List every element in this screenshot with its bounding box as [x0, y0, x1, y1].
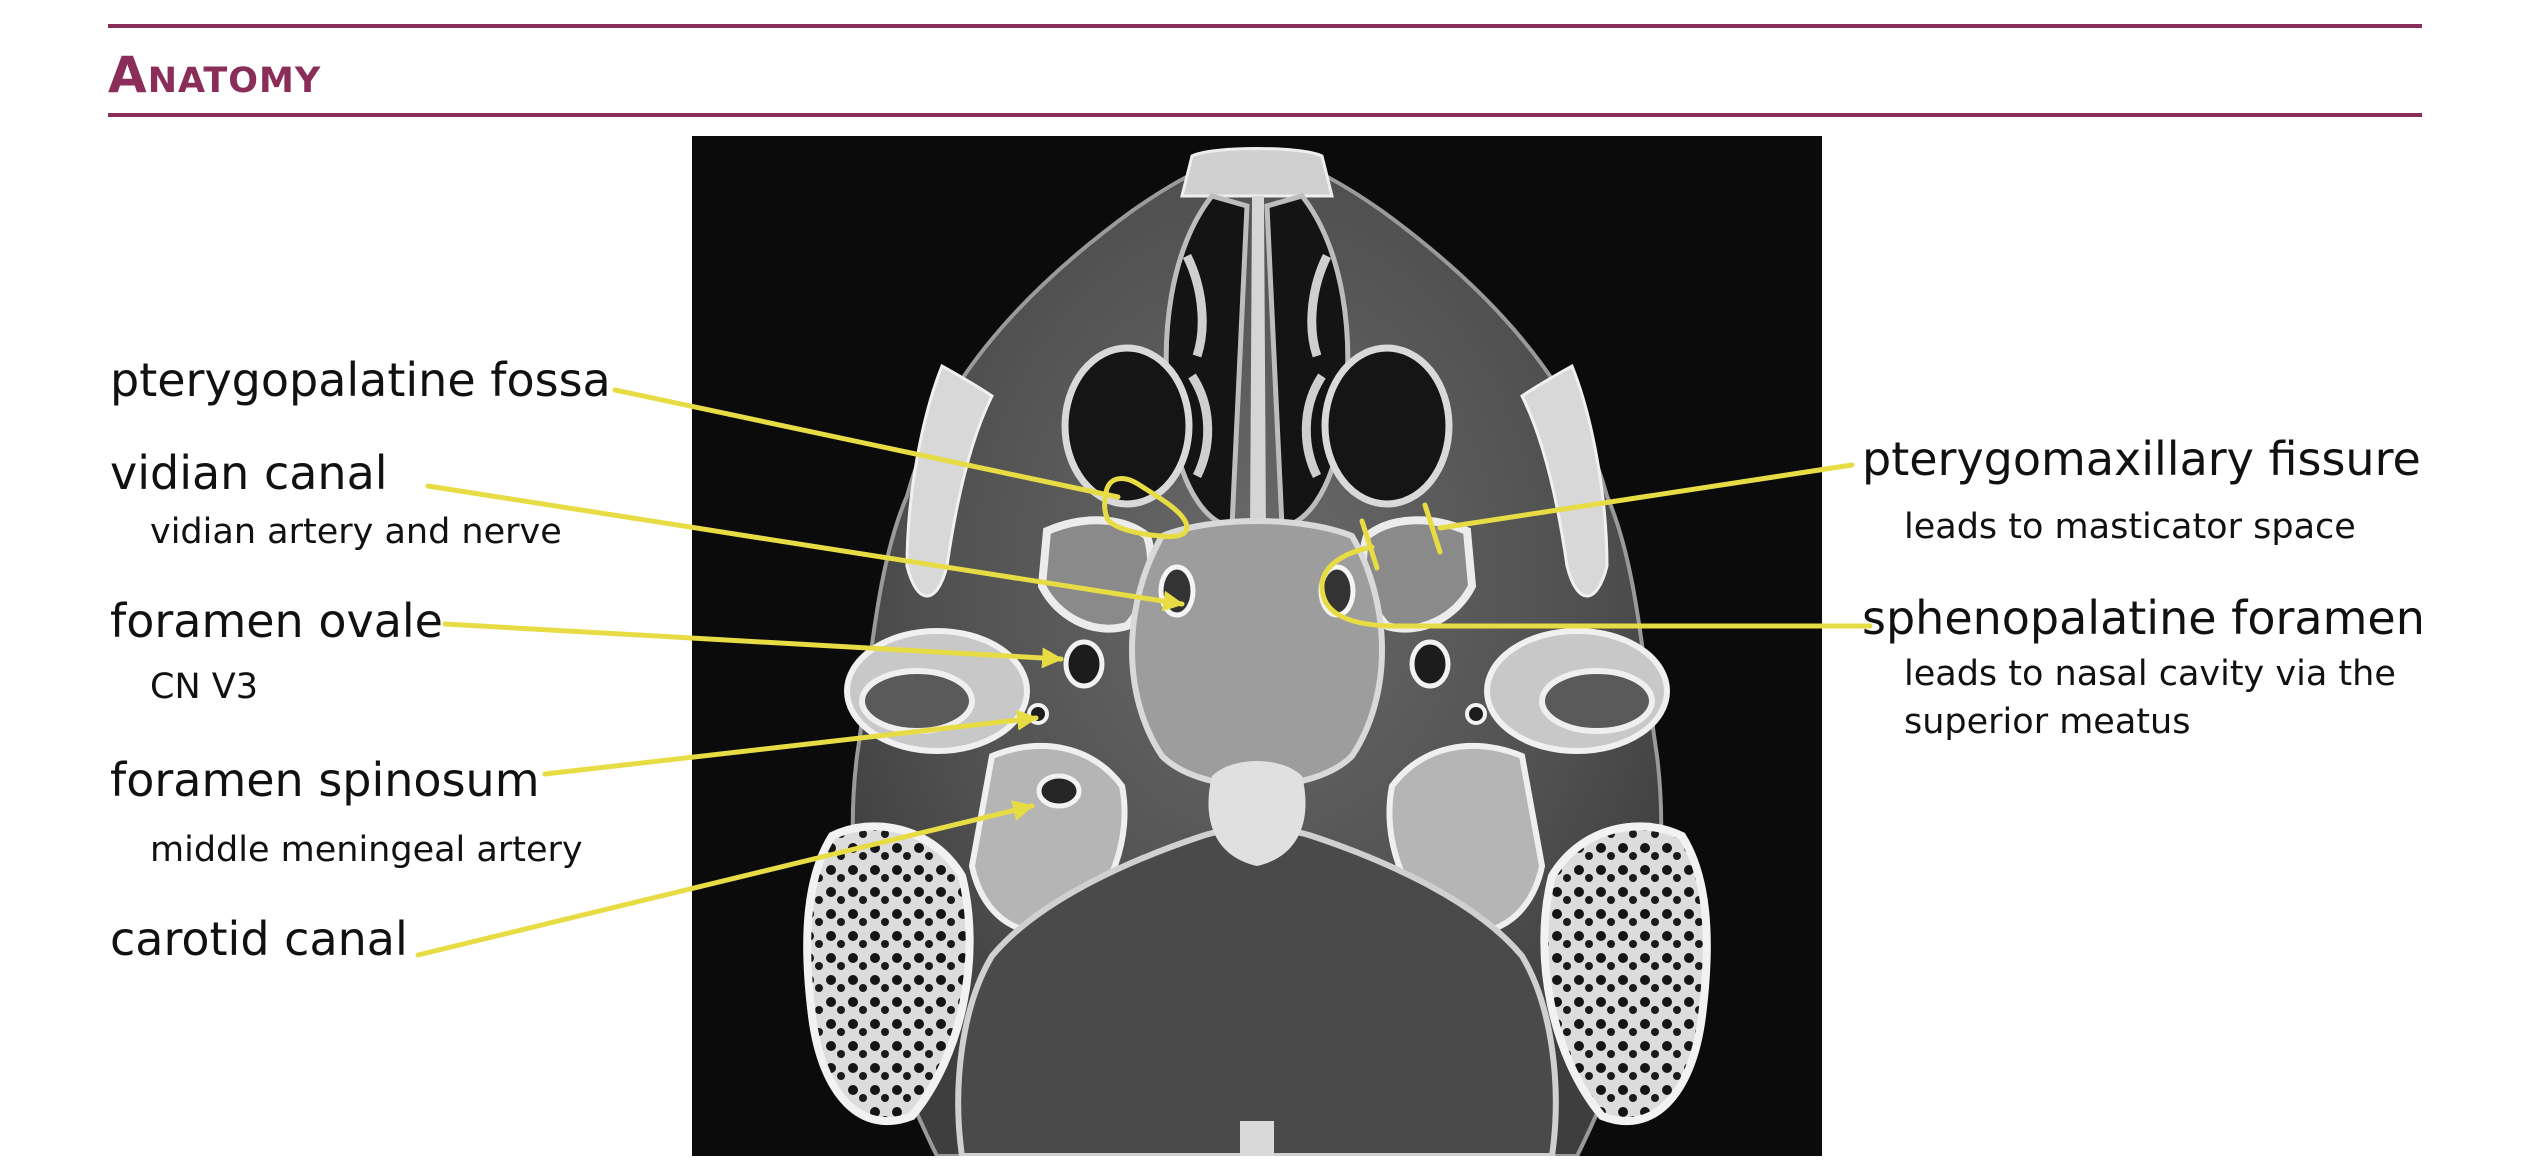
left-foramen-spinosum — [1027, 703, 1049, 725]
label-foramen-spinosum-note: middle meningeal artery — [150, 830, 583, 870]
label-sphenopalatine-foramen-note-line-1: leads to nasal cavity via the — [1904, 654, 2396, 694]
label-carotid-canal: carotid canal — [110, 912, 408, 966]
foramen-magnum-edge — [1240, 1121, 1274, 1156]
label-sphenopalatine-foramen-note-line-2: superior meatus — [1904, 702, 2191, 742]
left-carotid-canal — [1036, 773, 1082, 809]
label-pterygomaxillary-fissure: pterygomaxillary fissure — [1862, 432, 2421, 486]
label-foramen-spinosum: foramen spinosum — [110, 753, 540, 807]
right-condyle — [1539, 668, 1655, 734]
left-condyle — [859, 668, 975, 734]
right-mastoid — [1540, 822, 1711, 1125]
label-pterygomaxillary-fissure-note-line-1: leads to masticator space — [1904, 507, 2356, 547]
header-top-rule — [108, 24, 2422, 28]
left-turbinate-2 — [1188, 373, 1213, 479]
left-vidian-canal — [1158, 564, 1196, 618]
right-turbinate-1 — [1307, 253, 1332, 358]
label-foramen-ovale-note: CN V3 — [150, 667, 258, 707]
right-foramen-ovale — [1409, 639, 1451, 689]
left-maxillary-sinus — [1061, 344, 1193, 508]
left-turbinate-1 — [1182, 253, 1207, 358]
axial-ct-image — [692, 136, 1822, 1156]
nasal-bone — [1180, 147, 1334, 198]
label-vidian-canal-note: vidian artery and nerve — [150, 512, 562, 552]
label-sphenopalatine-foramen: sphenopalatine foramen — [1862, 591, 2425, 645]
left-foramen-ovale — [1063, 639, 1105, 689]
ct-image-panel — [692, 136, 1822, 1156]
label-foramen-ovale: foramen ovale — [110, 594, 443, 648]
label-pterygomaxillary-fissure-note: leads to masticator space — [1904, 503, 2356, 551]
right-vidian-canal — [1318, 564, 1356, 618]
page-title: Anatomy — [108, 46, 322, 104]
clivus — [1208, 761, 1306, 866]
header-bottom-rule — [108, 113, 2422, 117]
label-sphenopalatine-foramen-note: leads to nasal cavity via the superior m… — [1904, 650, 2396, 746]
sphenoid-body — [1129, 518, 1385, 789]
label-vidian-canal: vidian canal — [110, 446, 388, 500]
right-maxillary-sinus — [1321, 344, 1453, 508]
right-foramen-spinosum — [1465, 703, 1487, 725]
label-pterygopalatine-fossa: pterygopalatine fossa — [110, 353, 611, 407]
posterior-fossa — [955, 825, 1559, 1156]
nasal-septum — [1250, 196, 1266, 536]
right-turbinate-2 — [1301, 373, 1326, 479]
